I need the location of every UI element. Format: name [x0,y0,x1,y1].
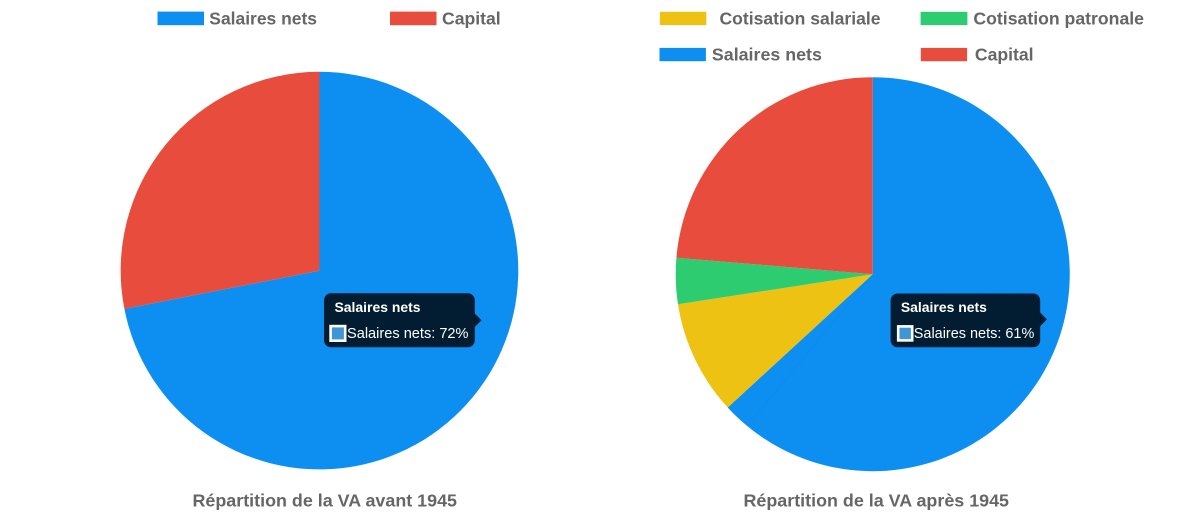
svg-text:Salaires nets: Salaires nets [335,299,421,315]
svg-text:Cotisation patronale: Cotisation patronale [973,9,1144,29]
svg-text:Salaires nets: 72%: Salaires nets: 72% [347,326,469,342]
svg-text:Répartition de la VA après 194: Répartition de la VA après 1945 [744,490,1010,510]
svg-text:Salaires nets: Salaires nets [901,299,987,315]
svg-text:Salaires nets: 61%: Salaires nets: 61% [914,326,1035,342]
svg-text:Répartition de la VA avant 194: Répartition de la VA avant 1945 [193,490,458,510]
svg-text:Salaires nets: Salaires nets [209,9,317,29]
svg-text:Cotisation salariale: Cotisation salariale [720,9,881,29]
svg-text:Salaires nets: Salaires nets [712,45,822,65]
svg-text:Capital: Capital [442,9,501,29]
svg-text:Capital: Capital [975,45,1034,65]
